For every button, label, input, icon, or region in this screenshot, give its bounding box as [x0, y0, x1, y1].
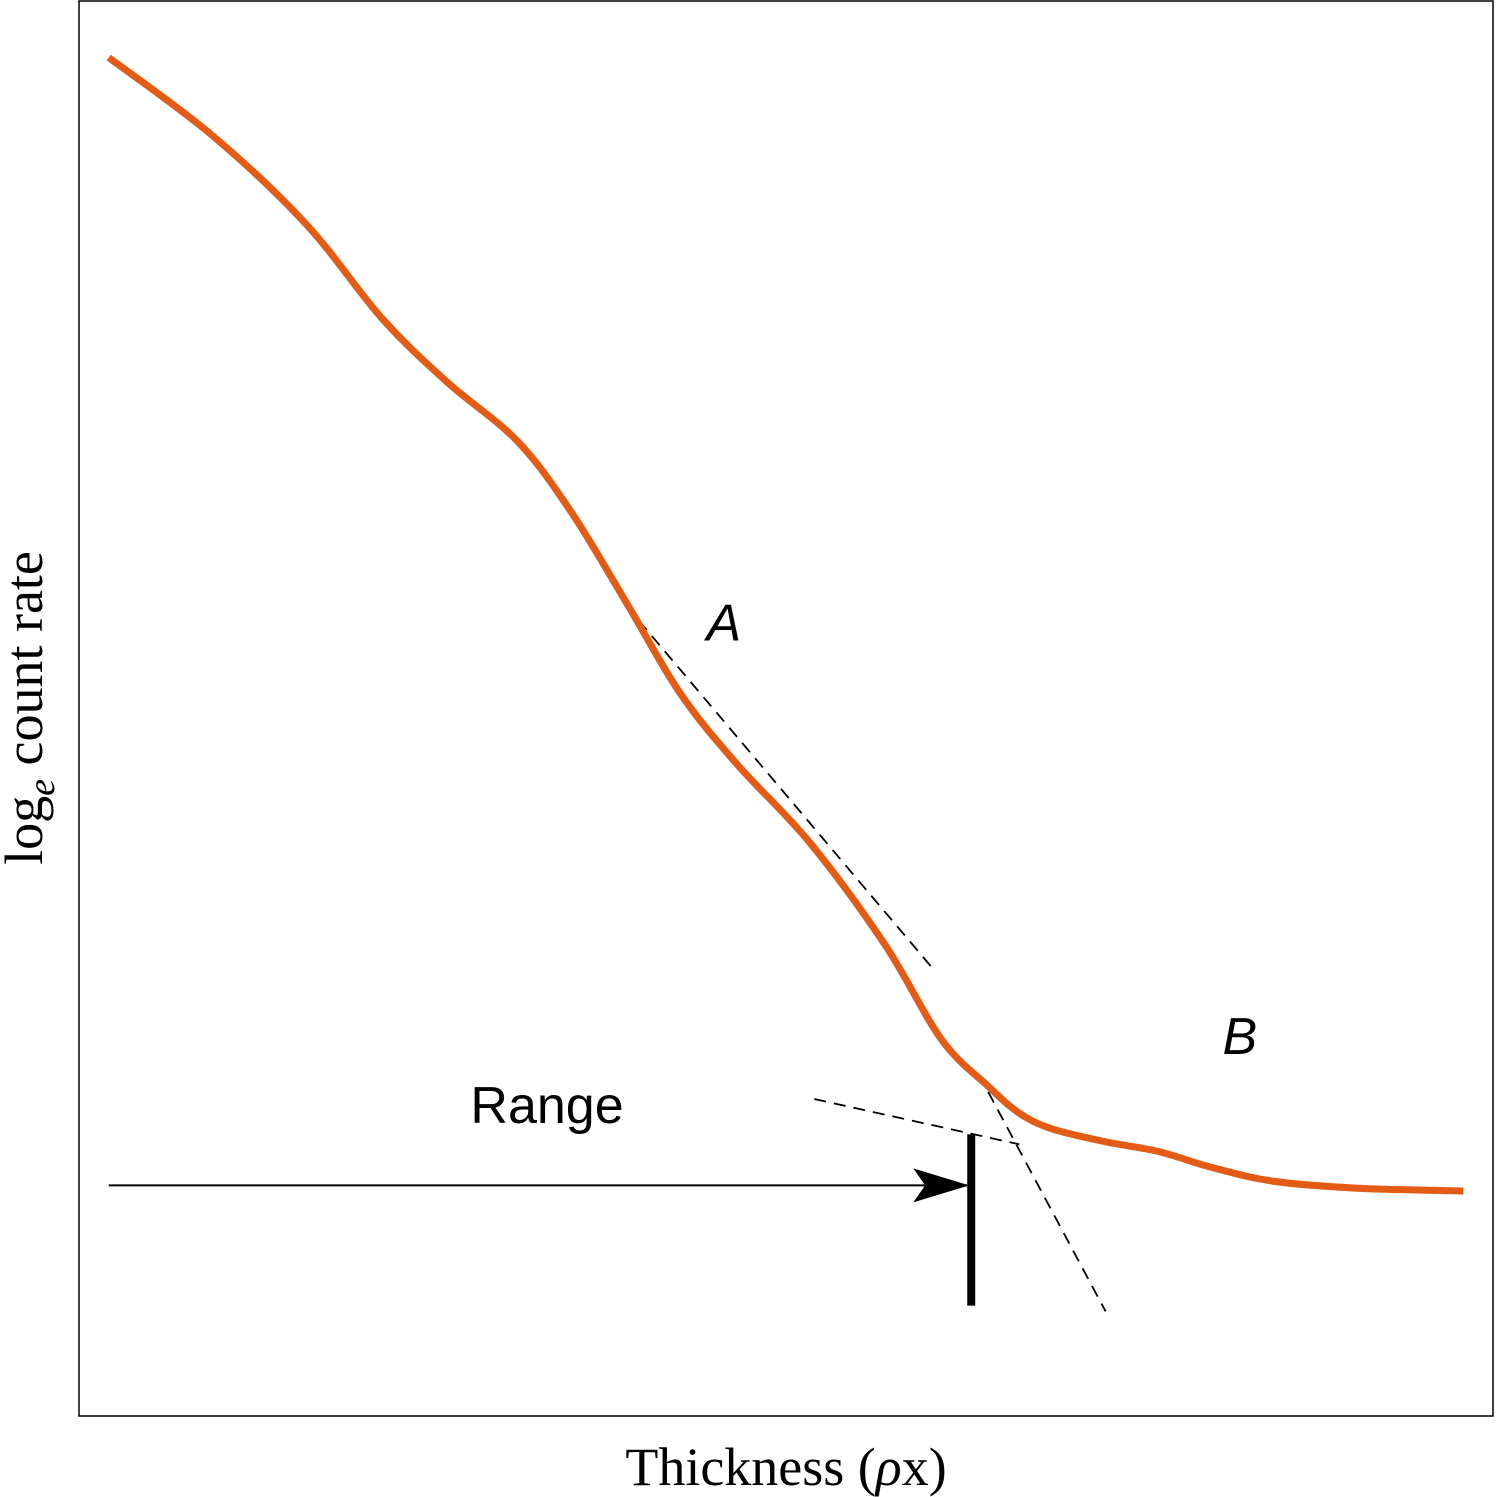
tangent-lines: [638, 620, 1107, 1312]
x-axis-label: Thickness (ρx): [625, 1437, 946, 1497]
annotations: A B Range: [470, 595, 1257, 1136]
series-layer: [106, 54, 1464, 1195]
tangent-line-1: [638, 620, 934, 970]
tangent-line-3: [987, 1091, 1107, 1312]
plot-frame: [78, 0, 1494, 1417]
annotation-b: B: [1223, 1008, 1258, 1066]
tangent-line-2: [814, 1098, 1020, 1146]
annotation-range: Range: [470, 1077, 623, 1135]
annotation-a: A: [703, 595, 741, 653]
range-marker: [108, 1134, 976, 1306]
y-axis-label: loge count rate: [0, 551, 63, 865]
range-arrowhead: [913, 1168, 970, 1203]
series-line-1: [106, 54, 1464, 1195]
